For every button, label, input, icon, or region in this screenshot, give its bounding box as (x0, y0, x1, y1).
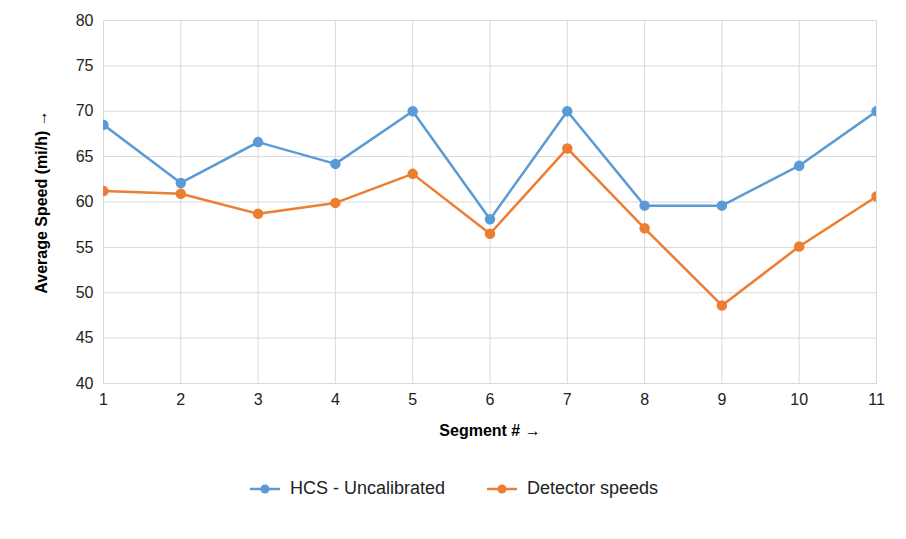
svg-text:55: 55 (76, 238, 94, 255)
svg-text:3: 3 (254, 391, 263, 408)
svg-text:40: 40 (76, 375, 94, 392)
svg-text:10: 10 (790, 391, 808, 408)
svg-text:Average Speed (mi/h) →: Average Speed (mi/h) → (33, 110, 50, 293)
svg-text:11: 11 (868, 391, 885, 408)
svg-text:45: 45 (76, 329, 94, 346)
svg-text:8: 8 (640, 391, 649, 408)
html-text:HCS - Uncalibrated: HCS - Uncalibrated (289, 478, 445, 498)
svg-text:7: 7 (563, 391, 572, 408)
svg-text:5: 5 (408, 391, 417, 408)
svg-text:65: 65 (76, 148, 94, 165)
svg-text:60: 60 (76, 193, 94, 210)
svg-text:9: 9 (717, 391, 726, 408)
svg-text:4: 4 (331, 391, 340, 408)
svg-text:75: 75 (76, 57, 94, 74)
svg-text:6: 6 (486, 391, 495, 408)
svg-text:50: 50 (76, 284, 94, 301)
svg-text:80: 80 (76, 12, 94, 29)
svg-text:1: 1 (99, 391, 108, 408)
svg-text:Segment # →: Segment # → (439, 422, 540, 439)
html-text:Detector speeds: Detector speeds (527, 478, 659, 498)
svg-text:70: 70 (76, 102, 94, 119)
svg-text:2: 2 (176, 391, 185, 408)
